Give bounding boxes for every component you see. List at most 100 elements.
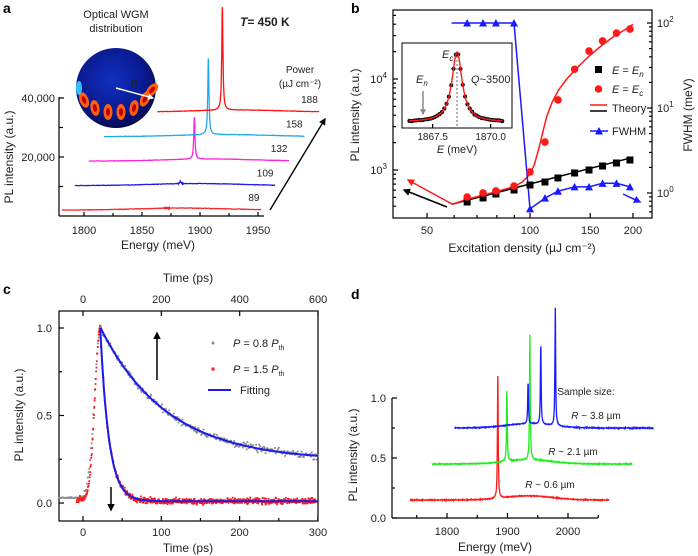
data-point-gray (116, 358, 119, 361)
data-point-red (200, 502, 203, 505)
data-point-gray (283, 449, 286, 452)
data-point-red (288, 502, 291, 504)
data-point-red (165, 501, 168, 504)
data-point-red (308, 498, 311, 501)
point-fwhm (540, 194, 549, 202)
data-point-red (301, 502, 304, 505)
data-point-red (203, 502, 206, 505)
y-right-tick-label: 101 (657, 100, 674, 115)
point-fwhm (479, 19, 488, 27)
data-point-red (135, 501, 138, 504)
y-tick-label: 103 (370, 162, 387, 177)
legend-eq: = (619, 65, 632, 77)
data-point-red (234, 497, 236, 500)
point-ec (526, 168, 534, 176)
data-point-red (261, 503, 264, 506)
data-point-gray (150, 393, 153, 396)
data-point-red (78, 499, 80, 502)
data-point-red (91, 438, 94, 441)
point-en (626, 156, 634, 164)
legend-eq: = 0.8 (240, 338, 271, 350)
data-point-red (213, 501, 215, 504)
data-point-red (96, 346, 99, 348)
data-point-red (281, 499, 284, 502)
data-point-gray (137, 387, 140, 390)
data-point-gray (225, 441, 228, 444)
data-point-red (285, 497, 287, 499)
data-point-red (301, 497, 304, 500)
data-point-red (311, 497, 314, 499)
data-point-red (95, 370, 98, 373)
point-en (526, 181, 534, 189)
data-point-red (206, 501, 208, 504)
point-ec (554, 96, 562, 104)
data-point-red (304, 502, 306, 504)
sub: n (423, 79, 428, 88)
point-fwhm (526, 204, 534, 213)
data-point-red (84, 495, 87, 498)
data-point-red (227, 498, 229, 501)
legend-sub: n (639, 70, 644, 79)
mode-lobe-core (106, 108, 110, 116)
data-point-red (97, 339, 100, 342)
data-point-red (281, 502, 284, 505)
data-point-red (314, 498, 316, 501)
data-point-gray (93, 407, 95, 409)
inset-xlabel-var: E (437, 144, 445, 156)
x-top-axis-label: Time (ps) (163, 271, 213, 285)
point-fwhm (553, 187, 562, 195)
y-tick-label: 1.0 (371, 393, 386, 405)
data-point-gray (285, 452, 288, 455)
data-point-red (219, 498, 222, 501)
point-fwhm (585, 182, 594, 191)
data-point-gray (129, 372, 132, 375)
mode-lobe-core (149, 86, 155, 94)
data-point-red (94, 377, 97, 380)
data-point-gray (316, 453, 319, 456)
data-point-gray (95, 363, 98, 366)
data-point-red (307, 497, 310, 500)
data-point-red (307, 501, 310, 504)
data-point-red (172, 501, 175, 504)
inset-fit-curve (409, 51, 503, 122)
data-point-red (257, 502, 259, 505)
point-fwhm (612, 179, 621, 187)
spectrum-158 (103, 58, 305, 138)
data-point-red (202, 503, 204, 506)
data-point-red (94, 383, 97, 385)
data-point-red (200, 498, 202, 500)
x-tick-label: 50 (421, 225, 433, 237)
data-point-red (177, 501, 180, 504)
data-point-gray (85, 488, 88, 491)
data-point-red (238, 498, 241, 501)
data-point-gray (128, 370, 131, 373)
data-point-gray (200, 434, 203, 436)
data-point-gray (246, 441, 249, 444)
y-tick-label: 40,000 (21, 93, 55, 105)
data-point-red (75, 501, 78, 504)
var: E (416, 74, 424, 86)
data-point-red (252, 502, 254, 505)
power-label-109: 109 (257, 169, 274, 180)
point-fwhm (570, 182, 579, 191)
data-point-red (155, 501, 158, 504)
data-point-gray (292, 451, 295, 454)
data-point-red (183, 501, 186, 504)
data-point-red (174, 498, 177, 501)
data-point-gray (173, 418, 176, 421)
x-tick-label: 300 (309, 527, 327, 539)
point-fwhm (598, 179, 607, 187)
data-point-red (287, 497, 290, 500)
point-en (541, 178, 549, 186)
data-point-red (260, 502, 263, 505)
point-fwhm (463, 19, 472, 27)
tick-base: 10 (370, 74, 382, 86)
data-point-gray (274, 452, 277, 455)
data-point-red (171, 502, 174, 505)
data-point-red (88, 480, 91, 483)
data-point-gray (232, 443, 235, 446)
data-point-red (306, 502, 308, 505)
data-point-gray (194, 430, 197, 433)
data-point-red (226, 497, 229, 500)
